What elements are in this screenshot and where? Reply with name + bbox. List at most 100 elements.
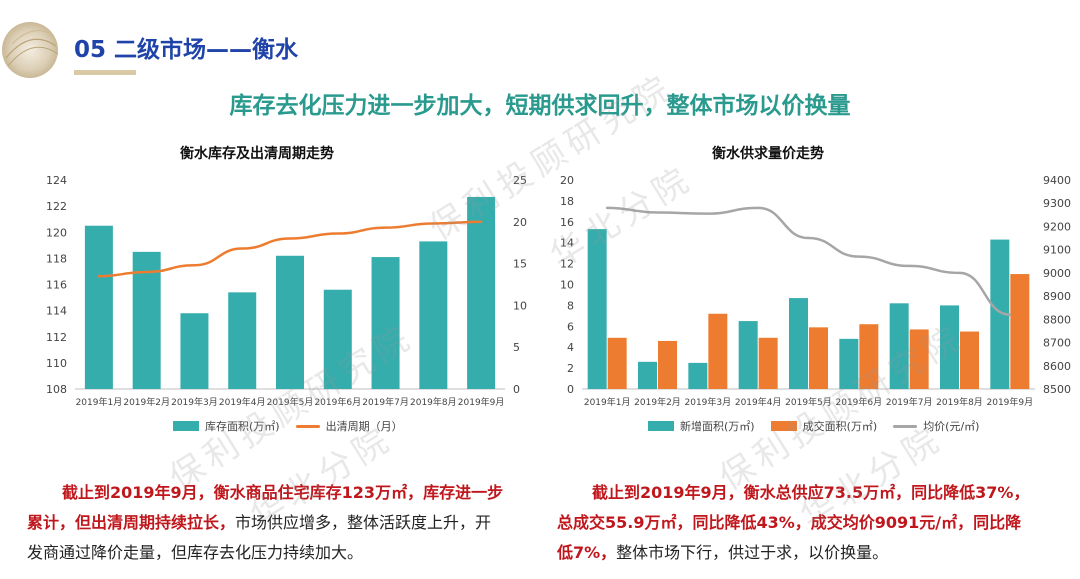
- legend-label: 均价(元/㎡): [923, 420, 980, 433]
- x-axis-tick-label: 2019年9月: [987, 396, 1034, 408]
- bar: [789, 298, 808, 389]
- right-paragraph-highlight: 截止到2019年9月，衡水总供应73.5万㎡，同比降低37%，总成交55.9万㎡…: [557, 483, 1030, 562]
- legend-swatch: [893, 424, 918, 428]
- x-axis-tick-label: 2019年7月: [362, 396, 409, 408]
- bar: [658, 340, 677, 389]
- y2-axis-tick-label: 8500: [1043, 383, 1071, 396]
- x-axis-tick-label: 2019年2月: [634, 396, 681, 408]
- bar: [228, 292, 257, 389]
- legend-item: 均价(元/㎡): [893, 418, 979, 434]
- bar: [1010, 274, 1030, 389]
- x-axis-tick-label: 2019年4月: [219, 396, 266, 408]
- y-axis-tick-label: 12: [560, 258, 574, 271]
- bar: [419, 241, 448, 389]
- bar: [638, 361, 657, 389]
- title-underline: [74, 70, 136, 75]
- chart2-legend: 新增面积(万㎡) 成交面积(万㎡) 均价(元/㎡): [648, 418, 989, 434]
- bar: [708, 313, 728, 389]
- y-axis-tick-label: 122: [46, 200, 67, 213]
- section-title: 05 二级市场——衡水: [74, 37, 299, 63]
- legend-swatch: [173, 421, 199, 431]
- bar: [688, 362, 708, 389]
- supply-demand-chart: 0 2 4 6 8 10 12 14 16 18 20 8500 8600 8700 8800 8900 900…: [560, 174, 1071, 408]
- x-axis-tick-label: 2019年8月: [410, 396, 457, 408]
- legend-label: 成交面积(万㎡): [802, 420, 878, 433]
- bar: [758, 337, 778, 389]
- legend-item: 库存面积(万㎡): [173, 418, 280, 434]
- bar: [909, 329, 929, 389]
- headline: 库存去化压力进一步加大，短期供求回升，整体市场以价换量: [229, 93, 851, 119]
- legend-label: 新增面积(万㎡): [680, 420, 755, 433]
- bar: [180, 313, 209, 389]
- legend-item: 成交面积(万㎡): [770, 418, 878, 434]
- bar: [960, 331, 979, 389]
- y-axis-tick-label: 18: [560, 195, 574, 208]
- bar: [371, 257, 400, 389]
- y-axis-tick-label: 4: [567, 341, 574, 354]
- bar: [607, 337, 627, 389]
- left-paragraph-highlight: 截止到2019年9月，衡水商品住宅库存123万㎡，库存进一步累计，但出清周期持续…: [27, 483, 504, 532]
- chart1-legend: 库存面积(万㎡) 出清周期（月）: [173, 418, 413, 434]
- bar: [889, 303, 909, 389]
- bar: [839, 338, 859, 389]
- y-axis-tick-label: 118: [46, 252, 67, 265]
- legend-label: 库存面积(万㎡): [205, 420, 280, 433]
- legend-item: 新增面积(万㎡): [648, 418, 755, 434]
- legend-swatch: [770, 421, 797, 431]
- y2-axis-tick-label: 8800: [1043, 313, 1071, 326]
- y-axis-tick-label: 20: [560, 174, 574, 187]
- bar: [859, 324, 879, 389]
- y2-axis-tick-label: 9100: [1043, 244, 1071, 257]
- bar: [738, 321, 758, 389]
- y2-axis-tick-label: 8700: [1043, 337, 1071, 350]
- y-axis-tick-label: 10: [560, 279, 574, 292]
- series-line: [97, 220, 483, 278]
- y2-axis-tick-label: 20: [513, 216, 527, 229]
- bar: [809, 327, 828, 389]
- y-axis-tick-label: 108: [46, 383, 67, 396]
- y-axis-tick-label: 14: [560, 237, 574, 250]
- left-paragraph-body: 市场供应增多，整体活跃度上升，开发商通过降价走量，但库存去化压力持续加大。: [27, 513, 492, 562]
- legend-swatch: [295, 424, 320, 428]
- bar: [132, 251, 161, 389]
- legend-swatch: [648, 421, 674, 431]
- bar: [84, 225, 113, 389]
- right-paragraph-body: 整体市场下行，供过于求，以价换量。: [616, 543, 889, 562]
- x-axis-tick-label: 2019年6月: [836, 396, 883, 408]
- y-axis-tick-label: 16: [560, 216, 574, 229]
- y-axis-tick-label: 2: [567, 362, 574, 375]
- right-paragraph: 截止到2019年9月，衡水总供应73.5万㎡，同比降低37%，总成交55.9万㎡…: [557, 478, 1037, 568]
- y-axis-tick-label: 112: [46, 331, 67, 344]
- x-axis-tick-label: 2019年3月: [685, 396, 732, 408]
- y-axis-tick-label: 110: [46, 357, 67, 370]
- series-line: [605, 206, 1012, 316]
- bar: [990, 239, 1010, 389]
- x-axis-tick-label: 2019年9月: [458, 396, 505, 408]
- y2-axis-tick-label: 15: [513, 258, 527, 271]
- bar: [323, 289, 352, 389]
- left-paragraph: 截止到2019年9月，衡水商品住宅库存123万㎡，库存进一步累计，但出清周期持续…: [27, 478, 507, 568]
- x-axis-tick-label: 2019年5月: [267, 396, 314, 408]
- y2-axis-tick-label: 9000: [1043, 267, 1071, 280]
- y-axis-tick-label: 8: [567, 299, 574, 312]
- y2-axis-tick-label: 8600: [1043, 360, 1071, 373]
- x-axis-tick-label: 2019年1月: [584, 396, 631, 408]
- x-axis-tick-label: 2019年3月: [171, 396, 218, 408]
- legend-label: 出清周期（月）: [325, 420, 403, 433]
- y-axis-tick-label: 6: [567, 320, 574, 333]
- y2-axis-tick-label: 10: [513, 299, 527, 312]
- decorative-shell-logo: [2, 22, 59, 78]
- bar: [276, 255, 304, 389]
- y2-axis-tick-label: 8900: [1043, 290, 1071, 303]
- y2-axis-tick-label: 0: [513, 383, 520, 396]
- y2-axis-tick-label: 9300: [1043, 197, 1071, 210]
- y-axis-tick-label: 116: [46, 279, 67, 292]
- y2-axis-tick-label: 5: [513, 341, 520, 354]
- x-axis-tick-label: 2019年2月: [123, 396, 170, 408]
- y-axis-tick-label: 120: [46, 226, 67, 239]
- x-axis-tick-label: 2019年8月: [936, 396, 983, 408]
- bar: [467, 196, 496, 389]
- y2-axis-tick-label: 9200: [1043, 220, 1071, 233]
- x-axis-tick-label: 2019年1月: [76, 396, 123, 408]
- x-axis-tick-label: 2019年6月: [314, 396, 361, 408]
